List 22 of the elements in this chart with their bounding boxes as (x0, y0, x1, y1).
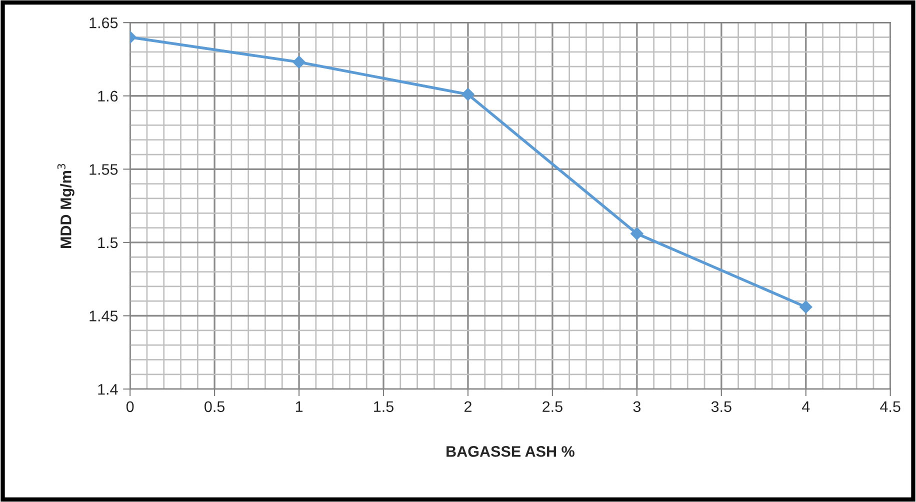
x-tick-label: 1 (296, 401, 303, 412)
x-tick-label: 0 (126, 401, 134, 412)
x-tick-label: 2 (464, 401, 472, 412)
point (462, 88, 474, 101)
y-tick-label: 1.6 (98, 90, 118, 102)
x-tick-label: 2.5 (542, 401, 562, 412)
point (292, 56, 306, 69)
y-tick-label: 1.45 (90, 310, 118, 322)
x-tick-label: 4 (802, 401, 810, 412)
x-axis-title: BAGASSE ASH % (446, 446, 574, 457)
x-tick-label: 1.5 (374, 401, 394, 412)
point (630, 227, 644, 240)
point (799, 300, 812, 314)
x-tick-label: 3.5 (711, 401, 732, 412)
y-tick-label: 1.65 (90, 17, 118, 28)
y-tick-label: 1.55 (90, 164, 118, 175)
y-tick-label: 1.5 (98, 237, 118, 248)
x-tick-label: 4.5 (880, 401, 900, 412)
y-tick-label: 1.4 (98, 384, 118, 395)
y-axis-title: MDD Mg/m$^{3}$ (57, 164, 74, 248)
x-tick-label: 0.5 (204, 401, 225, 412)
x-tick-label: 3 (633, 401, 640, 412)
